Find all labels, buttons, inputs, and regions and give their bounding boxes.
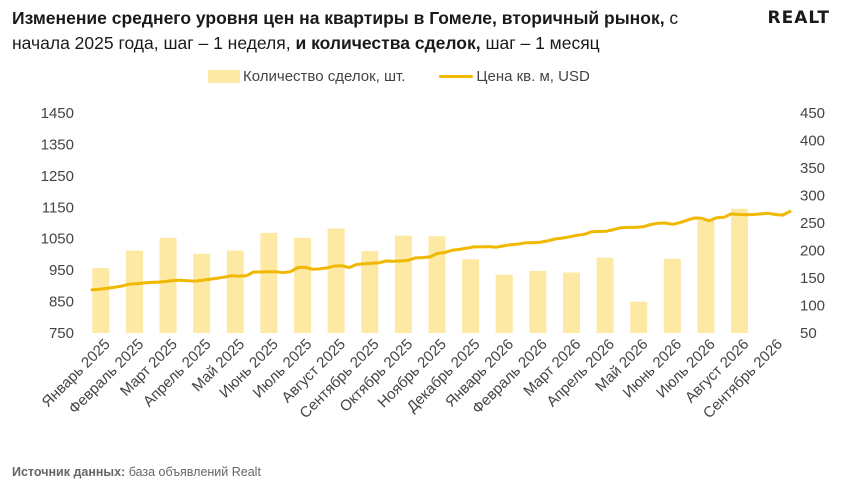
bar <box>327 228 345 333</box>
chart-title: Изменение среднего уровня цен на квартир… <box>12 6 712 56</box>
bar <box>663 258 681 333</box>
y-right-tick-label: 300 <box>800 188 825 205</box>
title-part-2: с начала 2025 года, шаг – 1 неделя, <box>12 8 679 53</box>
y-left-tick-label: 1250 <box>41 168 74 185</box>
bar <box>125 250 143 333</box>
y-left-tick-label: 1350 <box>41 136 74 153</box>
bar <box>92 268 110 333</box>
bar <box>394 235 412 333</box>
title-part-1: Изменение среднего уровня цен на квартир… <box>12 8 665 28</box>
bar <box>294 237 312 333</box>
bar <box>226 250 244 333</box>
y-left-tick-label: 1150 <box>42 199 74 216</box>
bar <box>731 208 749 333</box>
y-right-tick-label: 200 <box>800 243 825 260</box>
legend-line-swatch <box>439 75 474 78</box>
y-right-tick-label: 450 <box>800 105 825 122</box>
price-line <box>90 209 792 292</box>
chart-legend: Количество сделок, шт. Цена кв. м, USD <box>208 68 624 85</box>
bar <box>428 236 446 333</box>
y-left-tick-label: 750 <box>49 325 74 342</box>
y-right-tick-label: 50 <box>800 325 817 342</box>
y-right-tick-label: 400 <box>800 133 825 150</box>
bar <box>596 257 614 333</box>
title-part-3: и количества сделок, <box>290 33 481 53</box>
bar <box>630 301 648 333</box>
bar <box>495 274 513 333</box>
bar <box>159 237 177 333</box>
source-text: база объявлений Realt <box>125 465 261 479</box>
bar <box>193 253 211 333</box>
bar <box>529 270 547 333</box>
bar <box>361 251 379 333</box>
legend-bar-swatch <box>208 70 240 83</box>
data-source: Источник данных: база объявлений Realt <box>12 465 261 479</box>
legend-bars-label: Количество сделок, шт. <box>243 68 406 85</box>
y-right-tick-label: 350 <box>800 160 825 177</box>
y-left-tick-label: 1450 <box>41 105 74 122</box>
y-left-tick-label: 950 <box>49 262 74 279</box>
realt-logo: REALT <box>767 8 830 28</box>
y-left-tick-label: 850 <box>49 294 74 311</box>
title-part-4: шаг – 1 месяц <box>480 33 600 53</box>
legend-item-line: Цена кв. м, USD <box>439 68 590 85</box>
legend-item-bars: Количество сделок, шт. <box>208 68 405 85</box>
y-right-tick-label: 150 <box>800 270 825 287</box>
bar <box>562 272 580 333</box>
legend-line-label: Цена кв. м, USD <box>476 68 590 85</box>
y-right-tick-label: 100 <box>800 298 825 315</box>
bar <box>260 232 278 333</box>
source-label: Источник данных: <box>12 465 126 479</box>
bar <box>462 259 480 333</box>
bar <box>697 219 715 333</box>
y-right-tick-label: 250 <box>800 215 825 232</box>
y-left-tick-label: 1050 <box>41 231 74 248</box>
